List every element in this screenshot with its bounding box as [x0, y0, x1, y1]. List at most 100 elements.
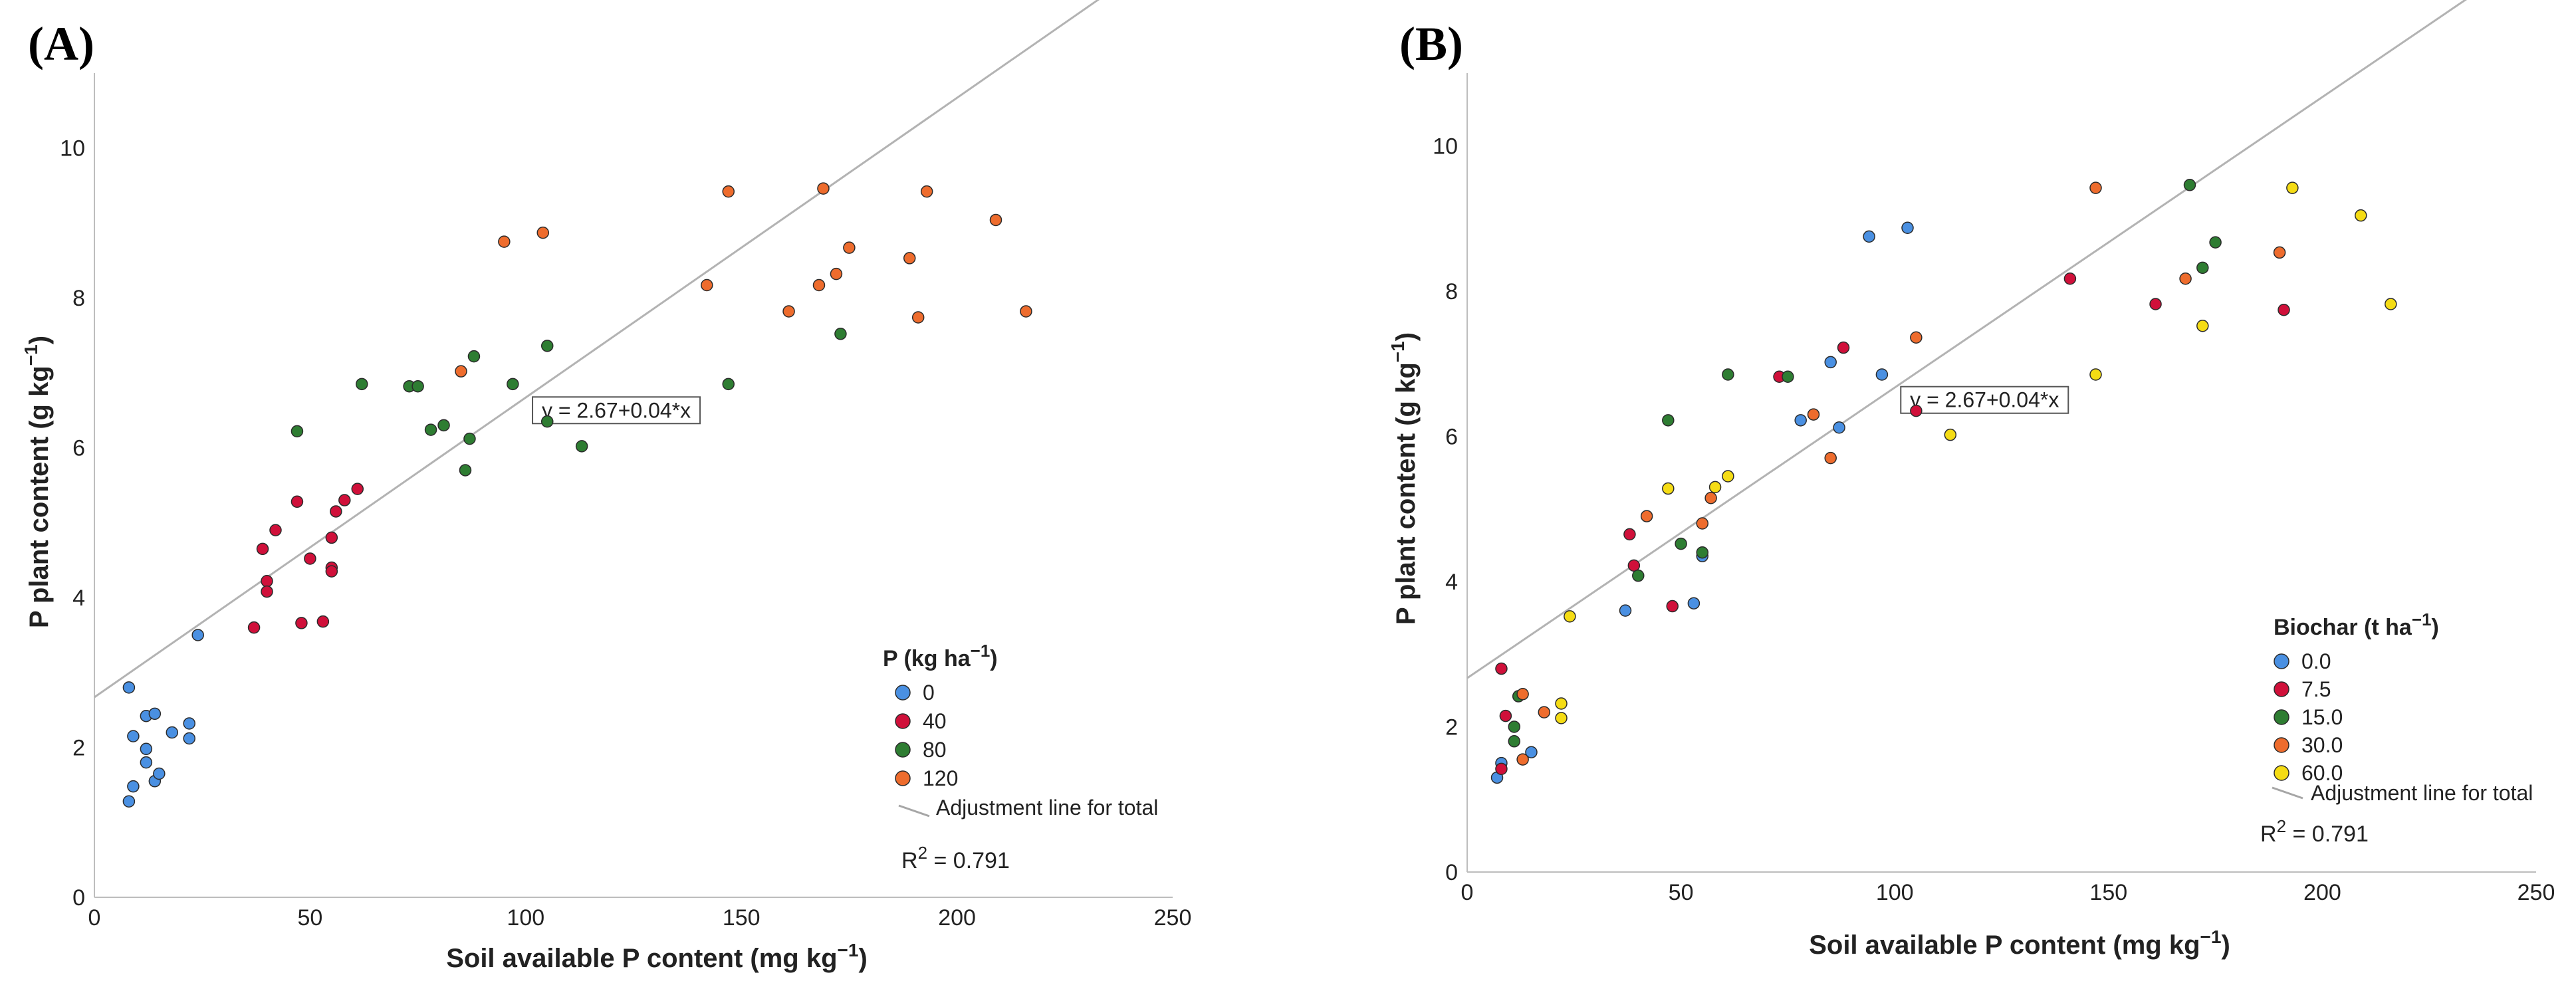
x-tick-label: 0 [1461, 880, 1474, 905]
legend-label: 60.0 [2301, 761, 2343, 785]
legend-marker [2274, 737, 2289, 753]
data-point [536, 226, 550, 239]
legend-marker [2274, 709, 2289, 725]
data-point [183, 732, 195, 745]
y-tick-label: 6 [1445, 424, 1458, 449]
data-point [834, 328, 847, 340]
data-point [2196, 261, 2209, 275]
data-point [1516, 753, 1529, 766]
data-point [1837, 341, 1850, 354]
legend-label: 120 [923, 766, 958, 790]
data-point [2355, 209, 2367, 222]
data-point [1632, 569, 1645, 582]
legend-label: 80 [923, 738, 947, 762]
data-point [1675, 537, 1687, 550]
plot-area-b: y = 2.67+0.04*x [1466, 0, 2536, 873]
legend-label: 0.0 [2301, 649, 2331, 673]
legend-marker [895, 742, 911, 758]
ticks-a: 0 50 100 150 200 250 0 2 4 6 8 10 [60, 136, 1191, 931]
data-point [2089, 368, 2102, 381]
data-point [1944, 428, 1957, 441]
legend-label: 15.0 [2301, 705, 2343, 729]
data-point [338, 494, 351, 506]
data-point [122, 795, 136, 808]
data-point [153, 767, 166, 780]
x-tick-label: 100 [507, 905, 544, 931]
data-point [191, 629, 204, 641]
legend-marker [2274, 653, 2289, 669]
legend-label: 7.5 [2301, 677, 2331, 701]
y-axis-title-b: P plant content (g kg−1) [1387, 332, 1421, 625]
plot-area-a: y = 2.67+0.04*x [94, 0, 1173, 898]
data-point [2273, 246, 2286, 259]
legend-title-b: Biochar (t ha−1) [2274, 609, 2439, 640]
data-point [1704, 491, 1717, 504]
data-point [1687, 597, 1700, 609]
data-point [2149, 298, 2162, 310]
data-point [1627, 559, 1641, 572]
x-tick-label: 200 [2303, 880, 2341, 905]
data-point [437, 419, 450, 432]
legend-marker [2274, 765, 2289, 781]
x-tick-label: 250 [2517, 880, 2555, 905]
y-tick-label: 10 [60, 136, 85, 162]
r-squared-b: R2 = 0.791 [2260, 816, 2369, 847]
x-tick-label: 250 [1154, 905, 1192, 931]
data-point [127, 730, 140, 742]
legend-items-a: 0 40 80 120 [895, 681, 958, 790]
fit-equation-box [1900, 385, 2069, 414]
data-point [575, 440, 588, 453]
data-point [140, 742, 153, 756]
data-point [1516, 688, 1529, 701]
data-point [903, 252, 916, 265]
data-point [911, 311, 925, 324]
data-point [256, 542, 269, 556]
data-point [1722, 470, 1734, 483]
y-tick-label: 6 [72, 436, 85, 461]
x-tick-label: 100 [1876, 880, 1914, 905]
panel-label-b: (B) [1399, 17, 1463, 70]
data-point [356, 378, 368, 391]
data-point [989, 213, 1002, 227]
y-tick-label: 2 [1445, 714, 1458, 740]
data-point [540, 415, 554, 428]
x-tick-label: 150 [2089, 880, 2127, 905]
data-point [325, 531, 338, 544]
legend-label: 0 [923, 681, 935, 705]
data-point [1910, 404, 1923, 417]
data-point [1020, 305, 1032, 318]
data-point [459, 464, 472, 477]
data-point [1863, 230, 1875, 243]
data-point [247, 621, 261, 634]
fit-equation: y = 2.67+0.04*x [542, 398, 691, 422]
data-point [1722, 368, 1734, 381]
x-tick-label: 150 [723, 905, 761, 931]
data-point [261, 585, 273, 598]
legend-a: P (kg ha−1) 0 40 80 120 Adjustment line for… [883, 641, 1158, 820]
data-point [1662, 414, 1675, 427]
legend-label: 40 [923, 709, 947, 733]
x-axis-title-a: Soil available P content (mg kg−1) [446, 940, 868, 973]
fit-line [94, 0, 1100, 699]
data-point [1555, 697, 1568, 710]
panel-a: (A) y = 2.67+0.04*x 0 50 100 150 200 25002468… [21, 0, 1191, 973]
data-point [2286, 181, 2299, 194]
legend-marker [895, 770, 911, 786]
data-point [1495, 662, 1508, 675]
data-point [1619, 604, 1632, 617]
data-point [2183, 179, 2196, 191]
data-point [1508, 720, 1521, 733]
data-point [148, 707, 162, 720]
data-point [2089, 181, 2102, 194]
data-point [1696, 546, 1709, 559]
legend-fit-label-a: Adjustment line for total [936, 796, 1158, 820]
data-point [330, 505, 342, 518]
data-point [812, 278, 826, 292]
x-tick-label: 50 [297, 905, 322, 931]
legend-label: 30.0 [2301, 733, 2343, 757]
y-tick-label: 2 [72, 736, 85, 761]
panel-b: (B) y = 2.67+0.04*x 0 50 100 150 200 250 0 2 4 6 8… [1387, 0, 2555, 960]
data-point [1623, 528, 1636, 541]
data-point [2209, 236, 2222, 249]
